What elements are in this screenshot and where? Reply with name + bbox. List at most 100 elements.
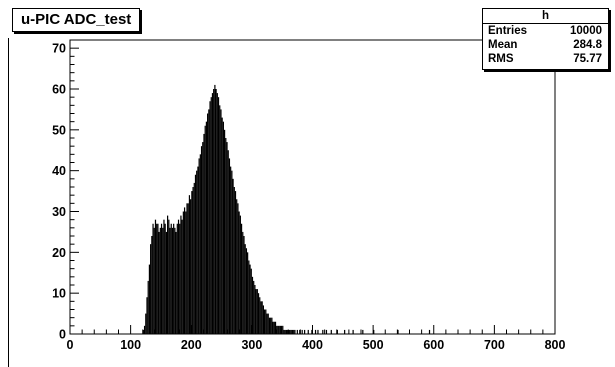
y-tick-label: 30 xyxy=(52,205,66,219)
histogram-bar xyxy=(157,223,159,334)
histogram-bar xyxy=(221,117,223,334)
histogram-bar xyxy=(177,219,180,334)
histogram-bars xyxy=(142,84,431,335)
histogram-bar xyxy=(260,301,262,334)
y-tick-label: 0 xyxy=(59,328,66,342)
histogram-bar xyxy=(210,97,212,335)
histogram-bar xyxy=(181,219,183,334)
histogram-bar xyxy=(232,178,234,334)
histogram-bar xyxy=(317,329,319,334)
histogram-bar xyxy=(294,329,296,334)
histogram-bar xyxy=(199,154,201,334)
histogram-bar xyxy=(373,329,375,334)
histogram-bar xyxy=(143,325,146,334)
histogram-bar xyxy=(167,215,169,334)
stats-value: 284.8 xyxy=(573,39,602,51)
histogram-bar xyxy=(278,325,280,334)
histogram-bar xyxy=(148,264,151,334)
histogram-bar xyxy=(299,329,301,334)
histogram-bar xyxy=(173,223,175,334)
y-tick-label: 60 xyxy=(52,83,66,97)
histogram-bar xyxy=(270,317,272,334)
histogram-bar xyxy=(249,264,251,334)
histogram-bar xyxy=(151,236,153,334)
histogram-bar xyxy=(180,215,182,334)
histogram-bar xyxy=(265,309,267,334)
histogram-bar xyxy=(277,325,279,334)
histogram-bar xyxy=(344,329,346,334)
histogram-bar xyxy=(147,280,149,334)
histogram-bar xyxy=(271,317,273,334)
histogram-bar xyxy=(204,125,206,334)
histogram-bar xyxy=(268,317,271,334)
histogram-bar xyxy=(282,325,284,334)
histogram-bar xyxy=(264,309,266,334)
histogram-bar xyxy=(194,174,197,334)
histogram-bar xyxy=(225,138,227,334)
histogram-bar xyxy=(325,329,328,334)
y-tick-label: 50 xyxy=(52,123,66,137)
histogram-bar xyxy=(159,227,161,334)
histogram-bar xyxy=(220,109,222,335)
stats-histogram-name: h xyxy=(483,9,608,24)
histogram-bar xyxy=(247,252,249,334)
histogram-bar xyxy=(182,211,184,334)
histogram-bar xyxy=(193,182,195,334)
histogram-bar xyxy=(428,329,431,334)
histogram-bar xyxy=(262,305,264,334)
histogram-bar xyxy=(322,329,324,334)
histogram-bar xyxy=(197,166,199,334)
histogram-bar xyxy=(186,203,188,334)
histogram-bar xyxy=(198,158,200,334)
histogram-bar xyxy=(153,227,155,334)
histogram-bar xyxy=(208,109,210,335)
x-tick-label: 600 xyxy=(423,338,444,352)
histogram-bar xyxy=(290,329,292,334)
stats-row-mean: Mean 284.8 xyxy=(483,38,608,52)
stats-key: RMS xyxy=(488,53,514,65)
histogram-bar xyxy=(287,329,289,334)
stats-key: Entries xyxy=(488,25,527,37)
histogram-bar xyxy=(168,219,170,334)
histogram-bar xyxy=(162,227,164,334)
histogram-bar xyxy=(237,203,239,334)
histogram-bar xyxy=(255,289,257,334)
histogram-bar xyxy=(253,280,255,334)
histogram-bar xyxy=(150,244,152,334)
histogram-bar xyxy=(175,231,177,334)
plot-axes: 0 100 200 300 400 500 600 700 800 0 10 20 30 40 50 60 70 xyxy=(52,39,565,352)
chart-title: u-PIC ADC_test xyxy=(12,8,141,32)
histogram-bar xyxy=(259,297,261,334)
histogram-bar xyxy=(176,223,178,334)
histogram-bar xyxy=(352,329,354,334)
stats-box: h Entries 10000 Mean 284.8 RMS 75.77 xyxy=(482,8,609,70)
histogram-bar xyxy=(254,285,256,334)
histogram-bar xyxy=(250,268,252,334)
histogram-bar xyxy=(228,158,231,334)
histogram-bar xyxy=(257,293,260,334)
histogram-bar xyxy=(191,191,193,334)
histogram-bar xyxy=(283,329,285,334)
histogram-bar xyxy=(244,244,246,334)
histogram-bar xyxy=(267,313,269,334)
histogram-bar xyxy=(256,289,258,334)
histogram-bar xyxy=(311,329,313,334)
histogram-bar xyxy=(261,301,263,334)
stats-key: Mean xyxy=(488,39,518,51)
histogram-bar xyxy=(397,329,399,334)
histogram-bar xyxy=(214,84,216,335)
histogram-bar xyxy=(183,207,186,334)
histogram-bar xyxy=(280,325,283,334)
histogram-bar xyxy=(160,223,163,334)
histogram-bar xyxy=(164,223,166,334)
histogram-bar xyxy=(156,223,158,334)
x-tick-label: 700 xyxy=(484,338,505,352)
histogram-bar xyxy=(291,329,294,334)
histogram-bar xyxy=(230,166,232,334)
x-tick-label: 300 xyxy=(241,338,262,352)
histogram-bar xyxy=(158,231,160,334)
histogram-bar xyxy=(362,329,364,334)
histogram-bar xyxy=(202,142,204,334)
histogram-bar xyxy=(219,105,221,334)
